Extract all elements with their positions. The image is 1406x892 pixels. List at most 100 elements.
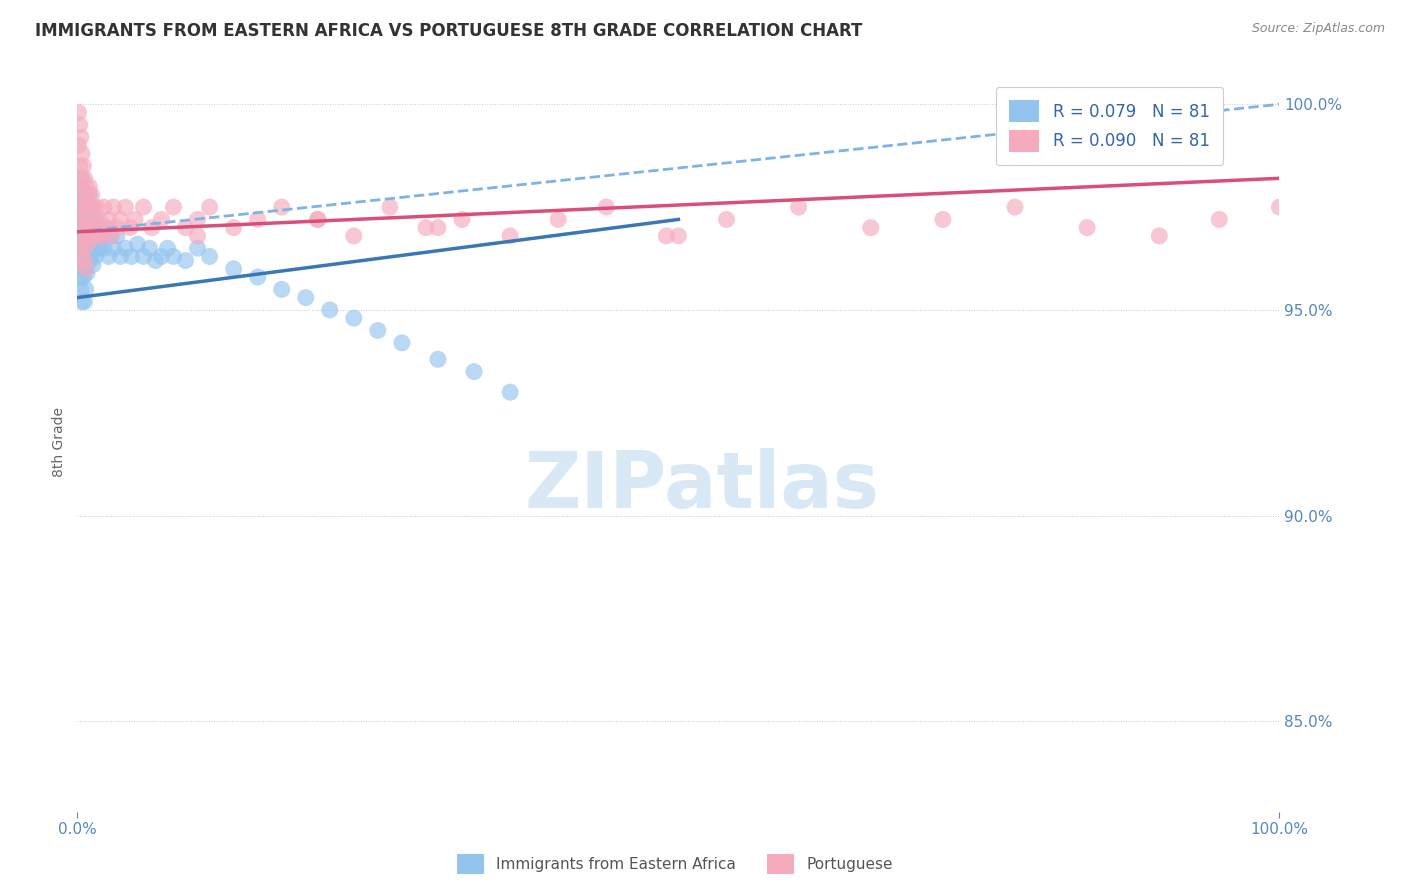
Point: [79, 220, 101, 235]
Point: [86, 200, 108, 214]
Point: [124, 212, 146, 227]
Point: [69, 200, 91, 214]
Point: [70, 146, 93, 161]
Point: [70, 294, 93, 309]
Point: [87, 212, 110, 227]
Point: [270, 200, 292, 214]
Point: [120, 220, 142, 235]
Point: [67, 241, 90, 255]
Point: [156, 241, 179, 255]
Point: [69, 241, 91, 255]
Point: [75, 220, 97, 235]
Point: [76, 200, 98, 214]
Point: [67, 212, 90, 227]
Point: [97, 249, 120, 263]
Point: [668, 228, 690, 243]
Point: [120, 249, 142, 263]
Point: [96, 220, 118, 235]
Point: [100, 228, 122, 243]
Point: [75, 187, 97, 202]
Point: [787, 200, 810, 214]
Point: [70, 200, 93, 214]
Point: [367, 323, 389, 337]
Point: [96, 220, 118, 235]
Point: [127, 237, 149, 252]
Point: [114, 200, 136, 214]
Point: [72, 241, 94, 255]
Point: [70, 253, 93, 268]
Point: [103, 200, 125, 214]
Point: [79, 249, 101, 263]
Point: [70, 179, 93, 194]
Point: [73, 228, 96, 243]
Point: [79, 179, 101, 194]
Point: [70, 228, 93, 243]
Point: [70, 171, 93, 186]
Point: [69, 241, 91, 255]
Point: [174, 253, 197, 268]
Point: [378, 200, 401, 214]
Point: [69, 187, 91, 202]
Point: [87, 228, 110, 243]
Point: [70, 261, 93, 276]
Point: [132, 200, 155, 214]
Point: [69, 159, 91, 173]
Point: [100, 228, 122, 243]
Point: [150, 212, 173, 227]
Point: [110, 249, 132, 263]
Point: [174, 220, 197, 235]
Point: [84, 249, 107, 263]
Point: [93, 200, 115, 214]
Point: [110, 212, 132, 227]
Point: [87, 241, 110, 255]
Point: [859, 220, 882, 235]
Point: [72, 200, 94, 214]
Point: [1004, 200, 1026, 214]
Point: [67, 228, 90, 243]
Point: [84, 212, 107, 227]
Point: [162, 249, 184, 263]
Point: [1076, 220, 1098, 235]
Point: [75, 220, 97, 235]
Point: [1149, 228, 1171, 243]
Point: [246, 270, 269, 285]
Point: [307, 212, 329, 227]
Point: [77, 196, 100, 211]
Point: [75, 249, 97, 263]
Text: ZIPatlas: ZIPatlas: [524, 448, 880, 524]
Point: [82, 200, 104, 214]
Point: [70, 212, 93, 227]
Point: [103, 241, 125, 255]
Point: [86, 228, 108, 243]
Point: [187, 212, 209, 227]
Point: [427, 220, 450, 235]
Point: [82, 220, 104, 235]
Legend: R = 0.079   N = 81, R = 0.090   N = 81: R = 0.079 N = 81, R = 0.090 N = 81: [995, 87, 1223, 165]
Point: [70, 228, 93, 243]
Legend: Immigrants from Eastern Africa, Portuguese: Immigrants from Eastern Africa, Portugue…: [450, 848, 900, 880]
Point: [69, 118, 91, 132]
Point: [76, 228, 98, 243]
Point: [72, 270, 94, 285]
Point: [80, 200, 103, 214]
Point: [79, 212, 101, 227]
Point: [138, 241, 160, 255]
Point: [343, 311, 366, 326]
Point: [547, 212, 569, 227]
Point: [72, 212, 94, 227]
Point: [72, 159, 94, 173]
Point: [716, 212, 738, 227]
Point: [343, 228, 366, 243]
Point: [90, 228, 112, 243]
Point: [463, 365, 485, 379]
Point: [70, 130, 93, 145]
Point: [145, 253, 167, 268]
Point: [75, 282, 97, 296]
Point: [162, 200, 184, 214]
Point: [83, 228, 105, 243]
Point: [222, 261, 245, 276]
Point: [82, 258, 104, 272]
Point: [70, 253, 93, 268]
Point: [294, 291, 316, 305]
Point: [67, 105, 90, 120]
